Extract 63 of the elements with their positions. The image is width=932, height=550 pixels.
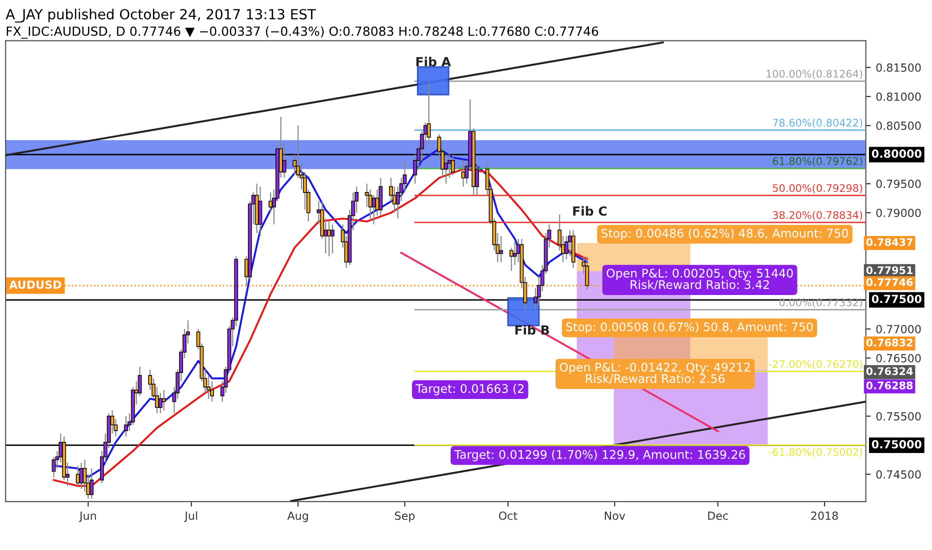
chart-subtitle: FX_IDC:AUDUSD, D 0.77746 ▼ −0.00337 (−0.43%) O:0.78083 H:0.78248 L:0.77680 C:0.77746	[6, 26, 598, 39]
candlestick	[158, 392, 162, 414]
candlestick	[585, 256, 590, 290]
candlestick	[450, 154, 455, 176]
annotation: Fib C	[573, 206, 607, 216]
candlestick	[258, 186, 262, 237]
candlestick	[79, 462, 84, 490]
series-label: 38.20%(0.78834)	[772, 210, 862, 220]
series-label: -27.00%(0.76270)	[768, 360, 862, 370]
ref-line-label: 0.80000	[872, 149, 922, 158]
candlestick	[426, 81, 431, 144]
x-tick-label: 2018	[811, 512, 838, 520]
text: 0.76288	[866, 382, 913, 390]
x-tick-label: Dec	[708, 512, 728, 520]
candlestick	[90, 468, 94, 500]
y-tick-label: 0.77000	[876, 324, 921, 334]
y-tick-label: 0.74500	[876, 470, 921, 479]
y-tick-label: 0.79500	[876, 180, 921, 188]
text: 0.76324	[866, 367, 913, 376]
candlestick	[512, 241, 517, 266]
annotation: Open P&L: -0.01422, Qty: 49212 Risk/Reward Ratio: 2.56	[560, 362, 750, 384]
text: 0.78437	[866, 238, 912, 246]
candlestick	[268, 192, 273, 214]
candlestick	[76, 465, 80, 486]
chart-title: A_JAY published October 24, 2017 13:13 EST	[6, 8, 316, 23]
y-tick-label: 0.81500	[876, 63, 921, 72]
candlestick	[378, 177, 383, 216]
x-tick-label: Nov	[604, 512, 626, 520]
annotation: Target: 0.01663 (2	[416, 384, 524, 396]
x-tick-label: Jul	[184, 511, 198, 522]
ref-line-label: 0.77500	[872, 294, 922, 304]
x-tick-label: Jun	[78, 512, 96, 522]
candlestick	[282, 142, 286, 178]
series-label: 100.00%(0.81264)	[766, 70, 862, 79]
candlestick	[330, 224, 334, 254]
x-tick-label: Sep	[395, 512, 415, 522]
ref-line-label: 0.75000	[872, 440, 922, 448]
annotation: Fib B	[515, 325, 550, 335]
candlestick	[499, 235, 504, 263]
series-label: 78.60%(0.80422)	[772, 118, 862, 128]
text: 0.77951	[866, 266, 913, 274]
annotation: Target: 0.01299 (1.70%) 129.9, Amount: 1639.26	[454, 450, 746, 462]
candlestick	[124, 416, 128, 438]
series-label: 0.00%(0.77332)	[779, 298, 862, 308]
y-tick-label: 0.76500	[876, 354, 921, 362]
series-label: 50.00%(0.79298)	[772, 184, 862, 194]
series-label: -61.80%(0.75002)	[768, 448, 862, 458]
ref-line-label: AUDUSD	[9, 280, 62, 289]
x-tick-label: Aug	[287, 512, 308, 522]
annotation: Open P&L: 0.00205, Qty: 51440 Risk/Reward Ratio: 3.42	[606, 268, 793, 290]
annotation: Fib A	[416, 56, 451, 66]
annotation: Stop: 0.00486 (0.62%) 48.6, Amount: 750	[602, 228, 848, 240]
y-tick-label: 0.75500	[876, 412, 921, 421]
series-label: 61.80%(0.79762)	[772, 156, 862, 166]
y-tick-label: 0.81000	[876, 92, 921, 101]
y-tick-label: 0.79000	[876, 208, 921, 218]
candlestick	[444, 154, 448, 184]
annotation: Stop: 0.00508 (0.67%) 50.8, Amount: 750	[566, 322, 813, 334]
x-tick-label: Oct	[498, 512, 518, 520]
y-tick-label: 0.80500	[876, 122, 921, 130]
text: 0.77746	[866, 278, 913, 286]
text: 0.76832	[866, 338, 912, 347]
candlestick	[162, 389, 166, 411]
